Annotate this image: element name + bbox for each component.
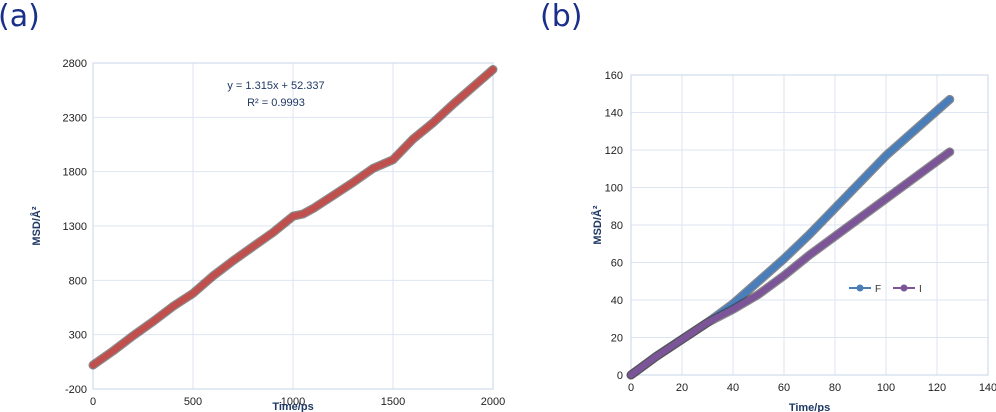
data-point	[882, 195, 890, 202]
data-point	[755, 291, 762, 298]
y-tick-label: 140	[605, 108, 623, 120]
legend-label-I: I	[919, 284, 922, 295]
data-point	[349, 179, 357, 186]
data-point	[489, 66, 497, 73]
y-axis-title: MSD/Å²	[30, 206, 43, 245]
data-point	[653, 353, 660, 360]
y-axis-title: MSD/Å²	[591, 205, 604, 244]
panel-label-a: (a)	[0, 0, 40, 34]
data-point	[129, 332, 137, 339]
data-point	[289, 213, 297, 220]
x-tick-label: 0	[90, 396, 96, 408]
data-point	[755, 278, 762, 285]
x-tick-label: 100	[877, 382, 895, 394]
data-point	[209, 272, 217, 280]
data-point	[109, 347, 117, 355]
y-tick-label: 160	[605, 70, 623, 82]
data-point	[269, 229, 277, 236]
data-point	[946, 96, 953, 103]
data-point	[229, 257, 237, 264]
chart-panel-a: 0 500 1000 1500 2000 -200 300 800 1300 1800 2300 28…	[30, 58, 505, 412]
series-line-0	[89, 66, 497, 369]
plot-area	[630, 74, 989, 376]
data-point	[780, 255, 788, 262]
data-point	[857, 214, 864, 221]
y-tick-label: 1800	[63, 167, 87, 179]
y-tick-label: 40	[611, 295, 623, 307]
data-point	[831, 204, 839, 212]
x-tick-label: 60	[778, 382, 790, 394]
x-tick-label: 1500	[381, 396, 405, 408]
legend-marker-I	[900, 284, 908, 292]
series-line-I	[627, 148, 954, 379]
data-point	[249, 243, 257, 250]
x-tick-label: 0	[628, 382, 634, 394]
y-tick-label: 0	[617, 370, 623, 382]
data-point	[149, 318, 157, 325]
data-point	[469, 83, 477, 91]
data-point	[627, 371, 635, 379]
x-tick-label: 2000	[481, 396, 505, 408]
x-tick-label: 20	[676, 382, 688, 394]
data-point	[389, 156, 397, 163]
data-point	[933, 158, 941, 165]
x-tick-label: 80	[829, 382, 841, 394]
legend-marker-F	[856, 284, 864, 292]
data-point	[449, 101, 457, 108]
regression-annotation: R² = 0.9993	[247, 97, 305, 109]
data-point	[329, 192, 337, 199]
panel-label-b: (b)	[540, 0, 582, 34]
y-tick-label: 20	[611, 333, 623, 345]
x-tick-label: 140	[979, 382, 996, 394]
data-point	[933, 107, 941, 114]
data-point	[729, 306, 737, 313]
data-point	[946, 148, 953, 156]
y-tick-label: -200	[65, 384, 87, 396]
y-tick-label: 60	[611, 258, 623, 270]
chart-panel-b: 0 20 40 60 80 100 120 140 0 20 40 60 80 100 120 140 160 T…	[591, 70, 996, 412]
x-tick-label: 40	[727, 382, 739, 394]
x-axis-title: Time/ps	[789, 402, 830, 412]
data-point	[369, 165, 377, 172]
data-point	[169, 303, 177, 310]
y-tick-label: 120	[605, 145, 623, 157]
y-tick-label: 800	[69, 275, 87, 287]
data-point	[299, 210, 307, 218]
y-tick-label: 80	[611, 220, 623, 232]
y-tick-label: 100	[605, 183, 623, 195]
x-tick-label: 120	[928, 382, 946, 394]
plot-area	[92, 62, 494, 390]
legend-label-F: F	[875, 284, 881, 295]
data-point	[89, 361, 97, 369]
data-point	[409, 135, 417, 143]
x-axis-title: Time/ps	[272, 401, 313, 412]
x-tick-label: 500	[184, 396, 202, 408]
series-line-F	[627, 96, 954, 379]
data-point	[882, 152, 890, 159]
data-point	[704, 319, 711, 326]
data-point	[806, 251, 813, 259]
x-tick-label: 1000	[281, 396, 305, 408]
y-tick-label: 1300	[63, 221, 87, 233]
data-point	[857, 178, 864, 186]
data-point	[309, 205, 317, 212]
data-point	[806, 231, 813, 238]
regression-annotation: y = 1.315x + 52.337	[227, 80, 324, 92]
y-tick-label: 2800	[63, 58, 87, 70]
data-point	[831, 233, 839, 240]
data-point	[908, 176, 915, 184]
data-point	[780, 272, 788, 279]
y-tick-label: 300	[69, 330, 87, 342]
data-point	[429, 119, 437, 126]
y-tick-label: 2300	[63, 112, 87, 124]
data-point	[678, 336, 686, 343]
data-point	[908, 129, 915, 137]
data-point	[189, 290, 197, 297]
